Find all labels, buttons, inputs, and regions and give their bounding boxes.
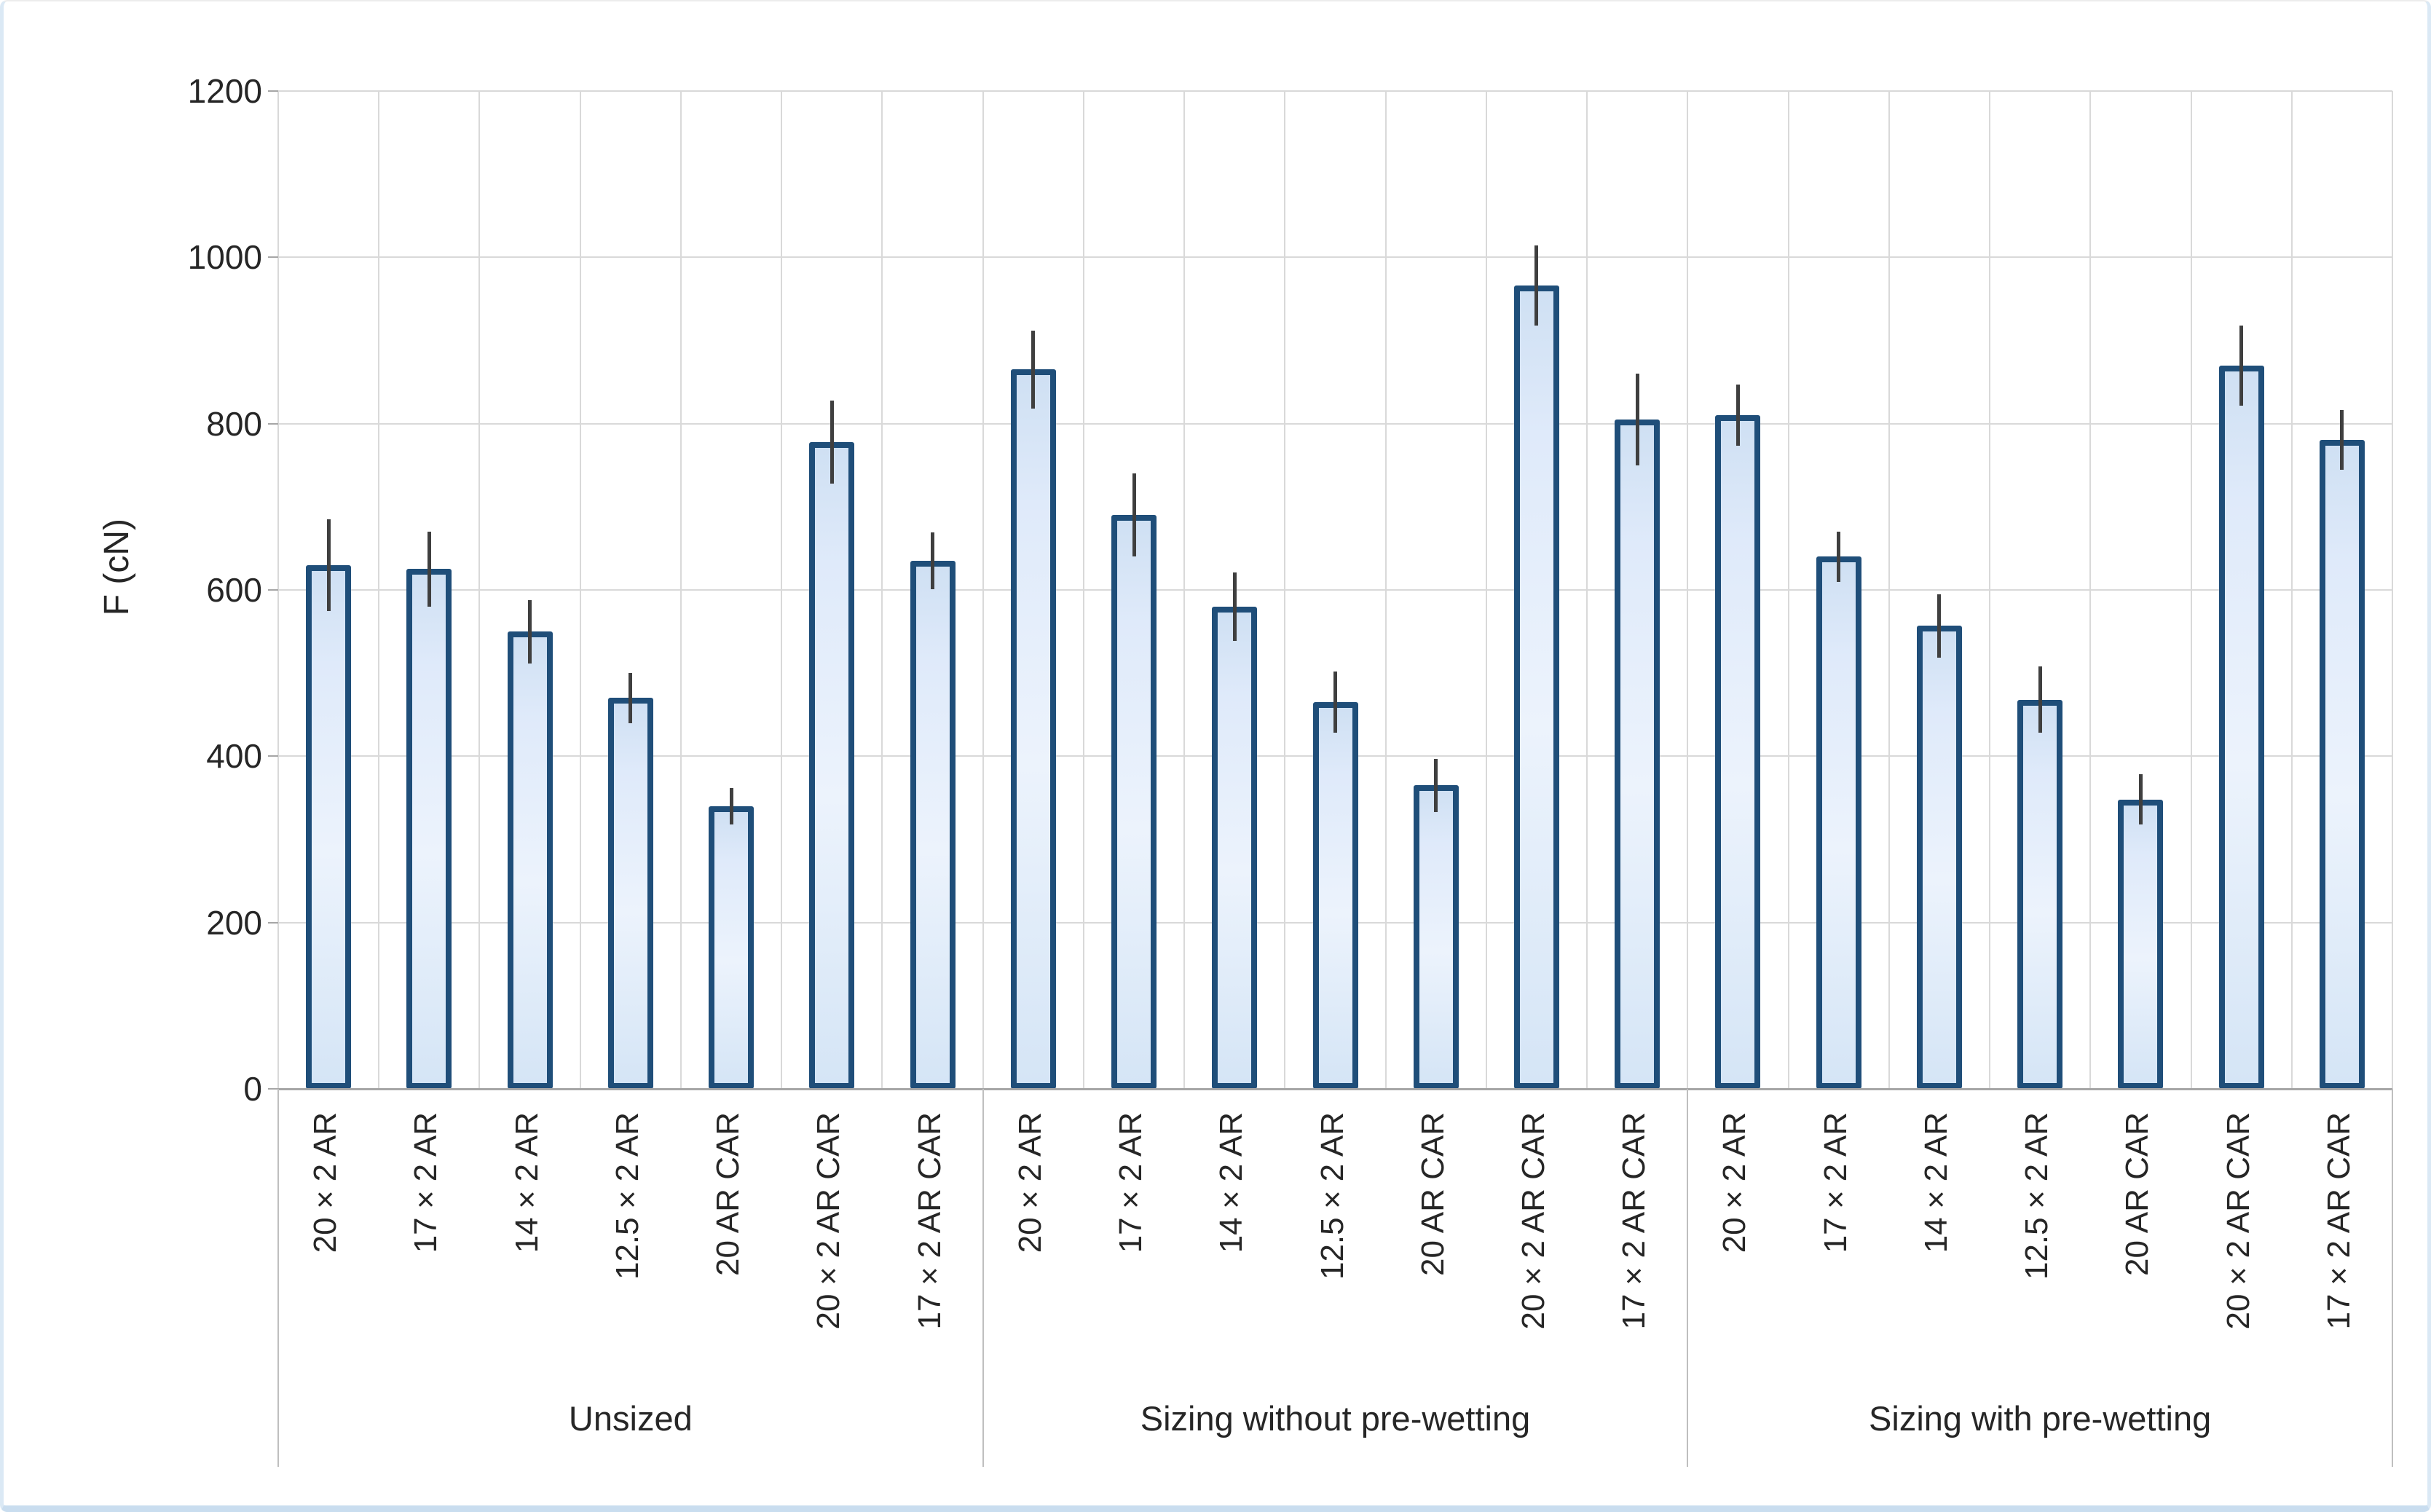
group-divider: [277, 1089, 279, 1467]
error-bar: [931, 532, 934, 589]
error-bar: [327, 519, 331, 611]
group-divider: [2392, 1089, 2393, 1467]
bar: [1816, 556, 1861, 1089]
group-label: Sizing with pre-wetting: [1869, 1399, 2212, 1438]
category-label: 20×2 AR CAR: [2221, 1112, 2256, 1330]
y-tick-label: 0: [243, 1070, 262, 1108]
category-label: 17×2 AR: [1818, 1112, 1853, 1253]
bar: [2118, 800, 2163, 1089]
y-tick-label: 800: [206, 404, 262, 443]
error-bar: [1333, 672, 1337, 733]
bar: [306, 565, 351, 1089]
y-tick-label: 400: [206, 737, 262, 776]
bar: [508, 631, 553, 1089]
y-axis-tick: [268, 755, 278, 757]
error-bar: [1937, 594, 1941, 658]
x-axis-line: [278, 1088, 2392, 1090]
error-bar: [2038, 666, 2042, 733]
bar: [709, 806, 754, 1089]
bar: [608, 698, 653, 1089]
bar: [1414, 785, 1459, 1089]
category-label: 20×2 AR CAR: [811, 1112, 846, 1330]
bar: [1917, 626, 1962, 1089]
bar: [1615, 420, 1660, 1089]
horizontal-gridline: [278, 589, 2392, 591]
y-axis-tick: [268, 422, 278, 425]
bar: [1011, 369, 1056, 1089]
horizontal-gridline: [278, 422, 2392, 425]
category-label: 20 AR CAR: [1415, 1112, 1451, 1276]
bar: [1111, 515, 1157, 1089]
error-bar: [1434, 759, 1438, 812]
y-tick-label: 200: [206, 903, 262, 942]
bar: [1313, 702, 1358, 1089]
bar: [2017, 700, 2062, 1089]
error-bar: [629, 673, 632, 723]
bar: [2320, 440, 2365, 1089]
y-axis-tick: [268, 256, 278, 259]
group-divider: [1687, 1089, 1689, 1467]
bar: [1212, 607, 1257, 1089]
category-label: 20×2 AR: [1717, 1112, 1752, 1253]
category-label: 17×2 AR CAR: [1616, 1112, 1652, 1330]
category-label: 14×2 AR: [509, 1112, 545, 1253]
error-bar: [1233, 572, 1237, 641]
error-bar: [2239, 326, 2243, 406]
error-bar: [730, 788, 733, 824]
category-label: 17×2 AR CAR: [2321, 1112, 2357, 1330]
error-bar: [2340, 410, 2344, 470]
horizontal-gridline: [278, 90, 2392, 92]
error-bar: [1031, 331, 1035, 409]
category-label: 17×2 AR: [408, 1112, 444, 1253]
y-tick-label: 600: [206, 571, 262, 609]
category-label: 20×2 AR: [307, 1112, 343, 1253]
error-bar: [1736, 385, 1740, 446]
bar: [2219, 366, 2264, 1089]
y-tick-label: 1200: [187, 72, 262, 110]
category-label: 12.5×2 AR: [2019, 1112, 2054, 1280]
group-divider: [982, 1089, 984, 1467]
error-bar: [528, 600, 532, 664]
error-bar: [1636, 374, 1639, 465]
error-bar: [1837, 532, 1840, 582]
vertical-gridline: [2392, 91, 2393, 1089]
bar: [1715, 415, 1760, 1089]
category-label: 12.5×2 AR: [610, 1112, 645, 1280]
y-axis-tick: [268, 1088, 278, 1090]
group-label: Sizing without pre-wetting: [1140, 1399, 1531, 1438]
category-label: 20 AR CAR: [2119, 1112, 2155, 1276]
category-label: 20×2 AR: [1012, 1112, 1048, 1253]
category-label: 20×2 AR CAR: [1516, 1112, 1551, 1330]
category-label: 20 AR CAR: [710, 1112, 746, 1276]
error-bar: [1132, 473, 1136, 556]
y-tick-label: 1000: [187, 238, 262, 277]
bar: [809, 442, 854, 1089]
y-axis-tick: [268, 921, 278, 924]
y-axis-tick: [268, 90, 278, 92]
category-label: 17×2 AR: [1113, 1112, 1148, 1253]
category-label: 17×2 AR CAR: [912, 1112, 947, 1330]
bar: [406, 569, 452, 1089]
bar: [910, 561, 956, 1089]
error-bar: [2139, 774, 2143, 824]
error-bar: [1534, 245, 1538, 326]
horizontal-gridline: [278, 256, 2392, 259]
bar: [1514, 286, 1559, 1089]
error-bar: [428, 532, 431, 607]
y-axis-tick: [268, 589, 278, 591]
category-label: 14×2 AR: [1213, 1112, 1249, 1253]
group-label: Unsized: [568, 1399, 693, 1438]
category-label: 14×2 AR: [1918, 1112, 1954, 1253]
error-bar: [830, 401, 834, 484]
category-label: 12.5×2 AR: [1315, 1112, 1350, 1280]
